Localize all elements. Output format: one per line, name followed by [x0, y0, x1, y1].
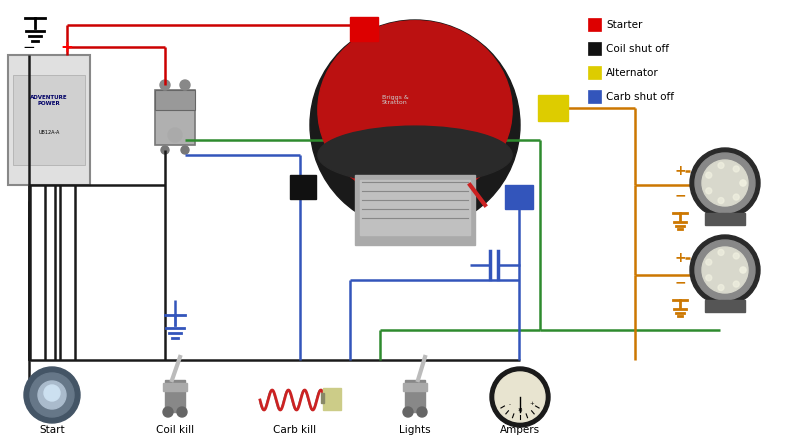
Circle shape — [403, 407, 413, 417]
Bar — [705, 300, 745, 312]
Ellipse shape — [318, 21, 512, 199]
Circle shape — [740, 180, 746, 186]
Bar — [155, 90, 195, 110]
Text: −: − — [674, 275, 686, 289]
Circle shape — [490, 367, 550, 427]
Circle shape — [161, 146, 169, 154]
Text: Coil shut off: Coil shut off — [606, 43, 669, 53]
Circle shape — [163, 407, 173, 417]
Bar — [588, 42, 601, 55]
Bar — [505, 185, 533, 209]
Text: -: - — [508, 402, 510, 407]
Text: +: + — [674, 251, 686, 265]
Text: Carb shut off: Carb shut off — [606, 92, 674, 102]
Bar — [588, 18, 601, 31]
Text: Carb kill: Carb kill — [274, 425, 317, 435]
Text: −: − — [674, 188, 686, 202]
Circle shape — [417, 407, 427, 417]
Ellipse shape — [318, 126, 512, 184]
Circle shape — [695, 240, 755, 300]
Bar — [155, 90, 195, 145]
Bar — [290, 175, 316, 199]
Circle shape — [706, 172, 712, 178]
Text: −: − — [22, 39, 35, 54]
Circle shape — [695, 153, 755, 213]
Bar — [403, 383, 427, 391]
Circle shape — [160, 80, 170, 90]
Text: +: + — [529, 401, 534, 406]
Bar — [538, 95, 568, 121]
Bar — [705, 213, 745, 225]
Bar — [588, 66, 601, 79]
Text: ADVENTURE
POWER: ADVENTURE POWER — [30, 95, 68, 106]
Circle shape — [734, 194, 739, 200]
Circle shape — [181, 146, 189, 154]
Bar — [360, 180, 470, 235]
Circle shape — [180, 80, 190, 90]
Text: Briggs &
Stratton: Briggs & Stratton — [382, 95, 408, 106]
Circle shape — [718, 285, 724, 290]
Text: Coil kill: Coil kill — [156, 425, 194, 435]
Circle shape — [690, 235, 760, 305]
Bar — [163, 383, 187, 391]
Ellipse shape — [310, 20, 520, 230]
Bar — [165, 380, 185, 412]
Circle shape — [177, 407, 187, 417]
Text: Lights: Lights — [399, 425, 431, 435]
Circle shape — [740, 267, 746, 273]
Bar — [350, 17, 378, 41]
Circle shape — [44, 385, 60, 401]
Circle shape — [734, 166, 739, 172]
Bar — [588, 90, 601, 103]
Text: 30: 30 — [518, 408, 522, 412]
Bar — [323, 388, 341, 410]
Bar — [355, 175, 475, 245]
Circle shape — [38, 381, 66, 409]
Text: +: + — [674, 164, 686, 178]
Bar — [405, 380, 425, 412]
Bar — [8, 55, 90, 185]
Text: +: + — [61, 39, 74, 54]
Circle shape — [30, 373, 74, 417]
Circle shape — [24, 367, 80, 423]
Bar — [13, 75, 85, 165]
Circle shape — [702, 247, 748, 293]
Circle shape — [168, 128, 182, 142]
Circle shape — [740, 267, 746, 273]
Bar — [321, 393, 324, 403]
Text: 0: 0 — [518, 407, 522, 413]
Circle shape — [740, 180, 746, 186]
Text: Ampers: Ampers — [500, 425, 540, 435]
Text: Starter: Starter — [606, 20, 642, 29]
Circle shape — [706, 275, 712, 281]
Circle shape — [718, 162, 724, 169]
Circle shape — [702, 160, 748, 206]
Circle shape — [718, 250, 724, 255]
Text: Start: Start — [39, 425, 65, 435]
Text: Alternator: Alternator — [606, 67, 658, 78]
Circle shape — [495, 372, 545, 422]
Circle shape — [734, 281, 739, 287]
Circle shape — [706, 259, 712, 265]
Circle shape — [706, 188, 712, 194]
Circle shape — [690, 148, 760, 218]
Circle shape — [718, 198, 724, 204]
Circle shape — [734, 253, 739, 259]
Text: UB12A-A: UB12A-A — [38, 131, 60, 135]
